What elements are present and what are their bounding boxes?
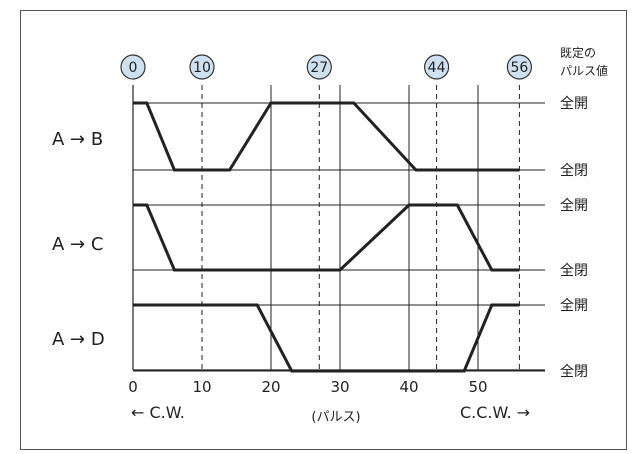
state-label-open-0: 全開 xyxy=(560,95,588,112)
channel-label-2: A → D xyxy=(52,329,105,350)
state-label-closed-1: 全閉 xyxy=(560,262,588,279)
direction-cw: ← C.W. xyxy=(131,403,185,422)
x-tick-label-10: 10 xyxy=(192,378,211,396)
marker-label-0: 0 xyxy=(129,60,138,76)
marker-label-27: 27 xyxy=(310,60,328,76)
trace-0 xyxy=(133,101,520,172)
state-label-open-2: 全開 xyxy=(560,297,588,314)
channel-label-0: A → B xyxy=(52,129,103,150)
labels: 既定の パルス値 (パルス) ← C.W. C.C.W. → 全開全閉全開全閉全… xyxy=(52,45,608,425)
state-label-open-1: 全開 xyxy=(560,197,588,214)
trace-1 xyxy=(133,203,520,272)
state-label-closed-2: 全閉 xyxy=(560,363,588,380)
header-label-line2: パルス値 xyxy=(560,63,608,78)
state-label-closed-0: 全閉 xyxy=(560,162,588,179)
pulse-markers: 0 10 27 44 56 xyxy=(120,54,533,80)
x-tick-label-0: 0 xyxy=(128,378,138,396)
marker-circle-27 xyxy=(306,54,332,80)
marker-circle-44 xyxy=(424,54,450,80)
x-tick-label-20: 20 xyxy=(261,378,280,396)
valve-traces xyxy=(133,101,520,373)
x-tick-label-30: 30 xyxy=(330,378,349,396)
channel-label-1: A → C xyxy=(52,234,103,255)
marker-label-10: 10 xyxy=(193,60,211,76)
gridlines xyxy=(132,85,520,370)
state-rails xyxy=(133,102,545,372)
x-tick-label-50: 50 xyxy=(468,378,487,396)
x-axis: 0 10 20 30 40 50 xyxy=(128,369,545,396)
header-label-line1: 既定の xyxy=(560,45,596,60)
marker-circle-10 xyxy=(189,54,215,80)
x-unit-label: (パルス) xyxy=(311,410,360,425)
marker-circle-0 xyxy=(120,54,146,80)
marker-circle-56 xyxy=(506,54,533,80)
direction-ccw: C.C.W. → xyxy=(460,403,530,422)
trace-2 xyxy=(133,303,520,373)
marker-label-44: 44 xyxy=(428,60,446,76)
figure-frame xyxy=(20,10,627,450)
x-tick-label-40: 40 xyxy=(399,378,418,396)
marker-label-56: 56 xyxy=(510,60,528,76)
